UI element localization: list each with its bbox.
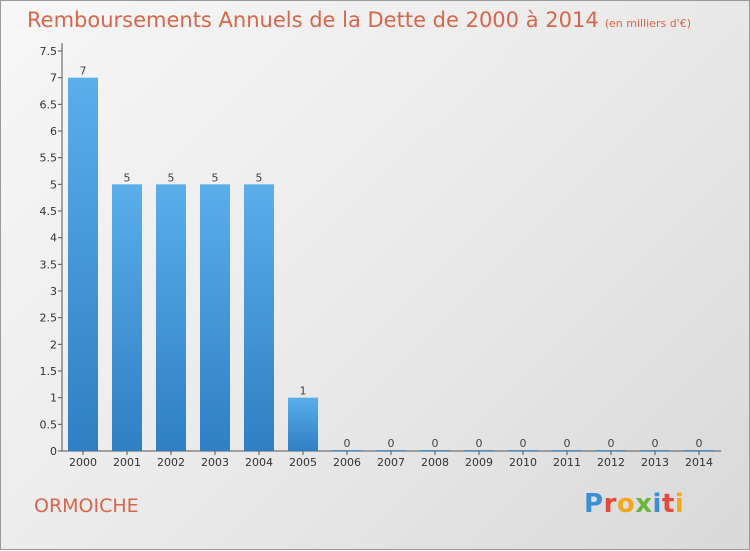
y-tick-label: 1 [50, 392, 57, 405]
y-axis: 0 0.5 1 1.5 2 2.5 3 3.5 4 4.5 5 5.5 6 6.5 7 7.5 [40, 43, 63, 458]
chart-title: Remboursements Annuels de la Dette de 20… [27, 8, 691, 32]
y-tick-label: 1.5 [40, 365, 58, 378]
bar [596, 450, 626, 451]
x-tick-label: 2005 [289, 456, 317, 469]
y-tick-label: 4 [50, 232, 57, 245]
y-tick-label: 2 [50, 338, 57, 351]
x-tick-label: 2001 [113, 456, 141, 469]
data-label: 0 [652, 437, 659, 450]
bar [68, 77, 98, 452]
data-label: 0 [344, 437, 351, 450]
x-tick-label: 2003 [201, 456, 229, 469]
data-label: 0 [696, 437, 703, 450]
y-tick-label: 7.5 [40, 45, 58, 58]
bar [200, 184, 230, 452]
data-label: 0 [476, 437, 483, 450]
data-label: 5 [212, 171, 219, 184]
x-tick-label: 2012 [597, 456, 625, 469]
y-tick-label: 6.5 [40, 98, 58, 111]
y-tick-label: 2.5 [40, 312, 58, 325]
data-label: 0 [608, 437, 615, 450]
y-tick-label: 7 [50, 72, 57, 85]
data-label: 5 [168, 171, 175, 184]
bar [420, 450, 450, 451]
x-tick-label: 2008 [421, 456, 449, 469]
x-tick-label: 2002 [157, 456, 185, 469]
bar [640, 450, 670, 451]
x-tick-label: 2014 [685, 456, 713, 469]
data-label: 5 [124, 171, 131, 184]
bar-series [68, 77, 714, 452]
bar [552, 450, 582, 451]
bar [464, 450, 494, 451]
y-tick-label: 5 [50, 178, 57, 191]
y-tick-label: 0 [50, 445, 57, 458]
x-tick-label: 2010 [509, 456, 537, 469]
bar [684, 450, 714, 451]
y-tick-label: 3.5 [40, 258, 58, 271]
x-axis: 2000 2001 2002 2003 2004 2005 2006 2007 2008 2009… [62, 450, 721, 469]
x-tick-label: 2009 [465, 456, 493, 469]
data-label: 0 [388, 437, 395, 450]
x-tick-label: 2011 [553, 456, 581, 469]
y-tick-label: 4.5 [40, 205, 58, 218]
x-tick-label: 2013 [641, 456, 669, 469]
data-label: 7 [80, 65, 87, 78]
bar [244, 184, 274, 452]
data-label: 5 [256, 171, 263, 184]
x-tick-label: 2006 [333, 456, 361, 469]
bar [112, 184, 142, 452]
data-label: 1 [300, 385, 307, 398]
bar [508, 450, 538, 451]
y-tick-label: 5.5 [40, 152, 58, 165]
data-labels: 7 5 5 5 5 1 0 0 0 0 0 0 0 0 0 [80, 65, 703, 450]
y-tick-label: 0.5 [40, 418, 58, 431]
commune-name: ORMOICHE [34, 495, 139, 517]
chart-title-text: Remboursements Annuels de la Dette de 20… [27, 8, 599, 32]
x-tick-label: 2004 [245, 456, 273, 469]
proxiti-logo: Proxiti [584, 489, 685, 519]
bar [156, 184, 186, 452]
y-tick-label: 6 [50, 125, 57, 138]
y-tick-label: 3 [50, 285, 57, 298]
data-label: 0 [564, 437, 571, 450]
bar [288, 397, 318, 451]
x-tick-label: 2007 [377, 456, 405, 469]
data-label: 0 [432, 437, 439, 450]
x-tick-label: 2000 [69, 456, 97, 469]
chart-subtitle: (en milliers d'€) [604, 17, 691, 30]
bar [376, 450, 406, 451]
data-label: 0 [520, 437, 527, 450]
bar [332, 450, 362, 451]
